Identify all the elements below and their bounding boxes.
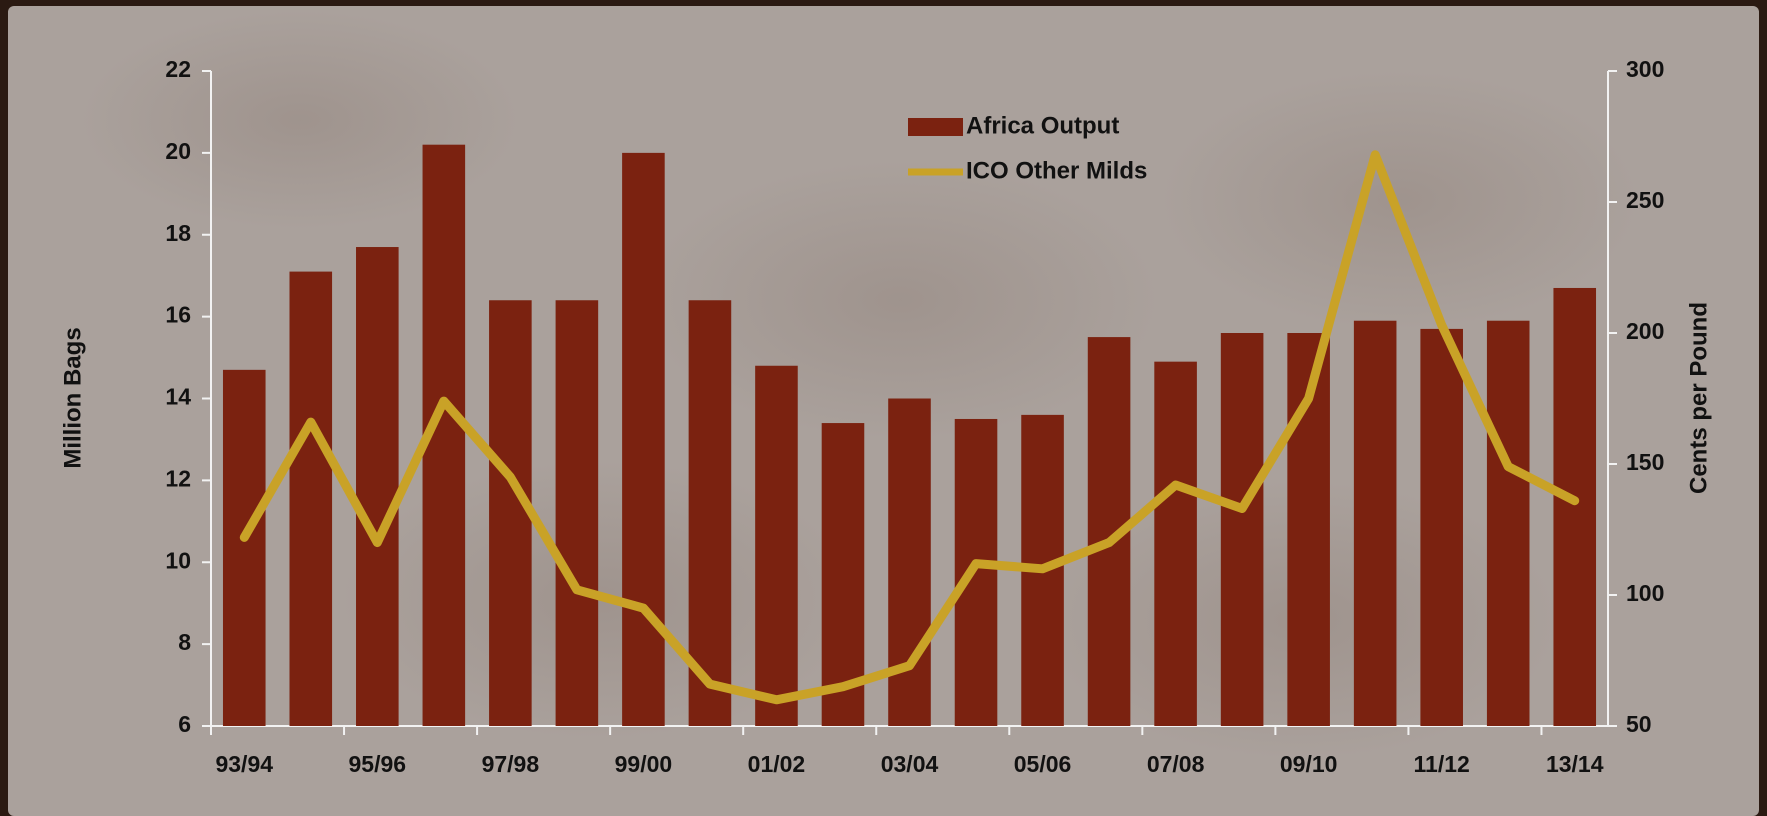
bar	[223, 370, 266, 726]
y2-tick-label: 50	[1626, 711, 1652, 737]
bar	[888, 399, 931, 727]
legend-label: Africa Output	[966, 112, 1119, 139]
bar	[955, 419, 998, 726]
bar	[356, 247, 399, 726]
y2-axis-title: Cents per Pound	[1685, 302, 1712, 494]
y-tick-label: 10	[165, 547, 191, 573]
legend-label: ICO Other Milds	[966, 157, 1147, 184]
y-tick-label: 6	[178, 711, 191, 737]
bar	[1487, 321, 1530, 726]
bar	[1553, 288, 1596, 726]
y-tick-label: 8	[178, 629, 191, 655]
y2-tick-label: 250	[1626, 187, 1664, 213]
bar	[1221, 333, 1264, 726]
y2-tick-label: 150	[1626, 449, 1664, 475]
chart: Million Bags Cents per Pound 6 8 10 12 14 16 1…	[0, 0, 1767, 816]
x-tick-label: 13/14	[1546, 751, 1604, 777]
x-tick-label: 07/08	[1147, 751, 1205, 777]
bar	[1420, 329, 1463, 726]
y-tick-label: 22	[165, 56, 191, 82]
legend-swatch	[908, 118, 963, 136]
bar	[1154, 362, 1197, 726]
x-tick-label: 97/98	[482, 751, 540, 777]
x-tick-label: 09/10	[1280, 751, 1338, 777]
x-tick-label: 01/02	[748, 751, 806, 777]
y-tick-label: 20	[165, 138, 191, 164]
y-tick-label: 14	[165, 384, 191, 410]
y2-tick-label: 300	[1626, 56, 1664, 82]
bar	[755, 366, 798, 726]
y-axis-title: Million Bags	[59, 327, 86, 468]
x-tick-label: 95/96	[349, 751, 407, 777]
y2-tick-label: 200	[1626, 318, 1664, 344]
y-tick-label: 18	[165, 220, 191, 246]
x-tick-label: 11/12	[1414, 751, 1470, 777]
x-tick-label: 99/00	[615, 751, 673, 777]
x-tick-label: 93/94	[215, 751, 273, 777]
y2-tick-label: 100	[1626, 580, 1664, 606]
bar	[622, 153, 665, 726]
x-tick-label: 05/06	[1014, 751, 1072, 777]
y-tick-label: 12	[165, 465, 191, 491]
x-tick-label: 03/04	[881, 751, 939, 777]
bar	[556, 300, 599, 726]
bar	[489, 300, 532, 726]
bar	[289, 272, 332, 726]
y-tick-label: 16	[165, 302, 191, 328]
bar	[1354, 321, 1397, 726]
